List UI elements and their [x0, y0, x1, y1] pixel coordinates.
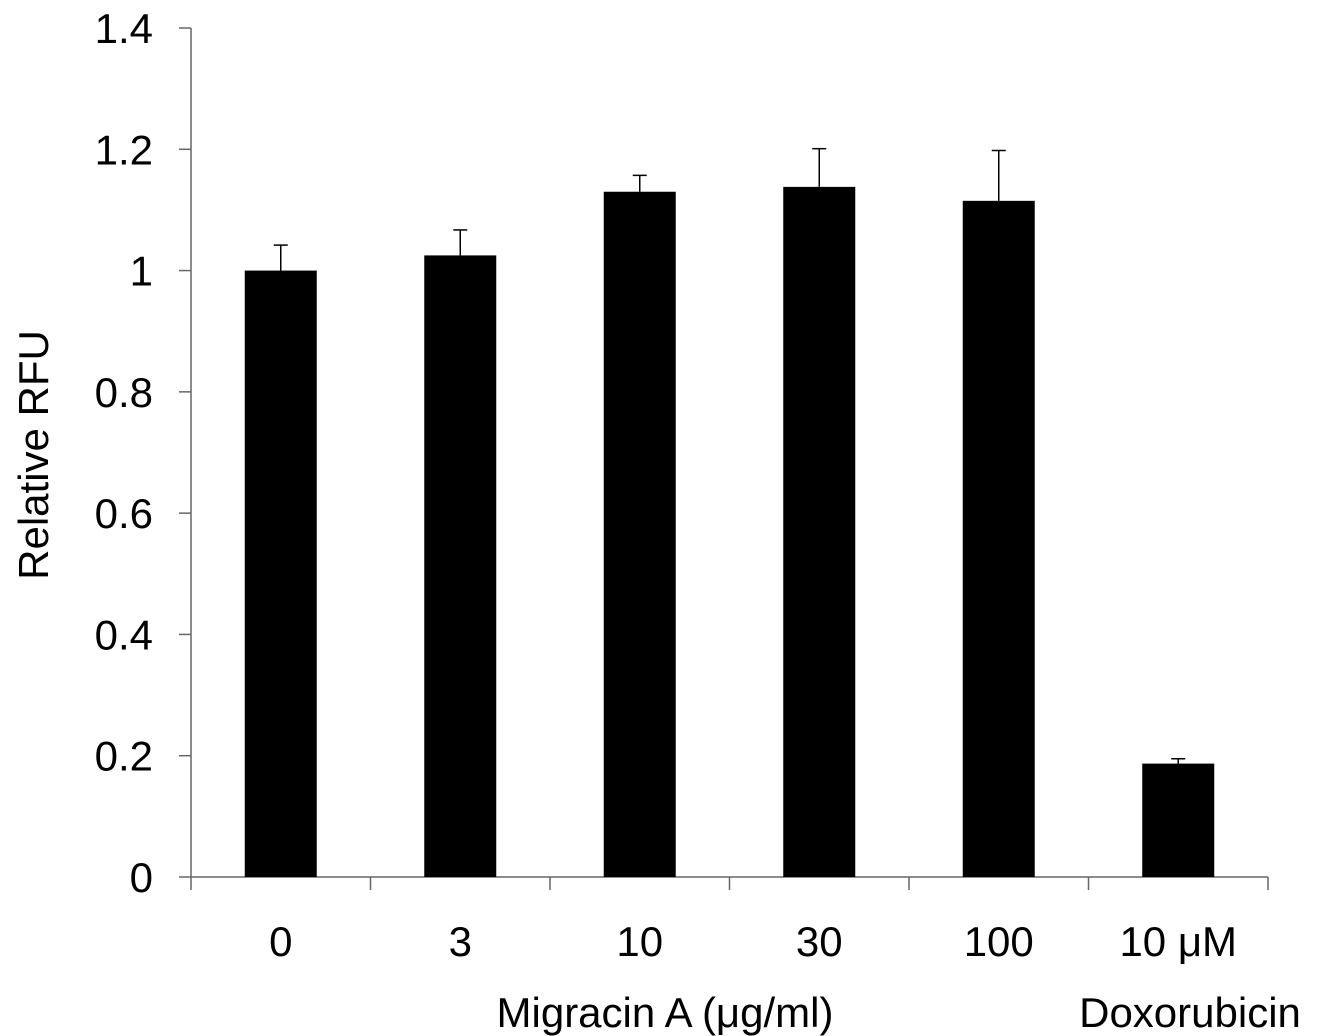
y-tick-label: 1.2	[95, 126, 153, 173]
y-tick-label: 0	[130, 854, 153, 901]
bar	[603, 191, 676, 877]
group-label-doxorubicin: Doxorubicin	[1079, 989, 1301, 1036]
error-bars	[273, 147, 1186, 764]
y-axis: 0 0.2 0.4 0.6 0.8 1 1.2 1.4	[95, 5, 192, 901]
y-tick-label: 1	[130, 248, 153, 295]
x-axis: 0 3 10 30 100 10 μM	[190, 876, 1269, 965]
labels: Relative RFU Migracin A (μg/ml) Doxorubi…	[10, 330, 1301, 1036]
x-tick-label: 10	[616, 918, 663, 965]
bar	[962, 200, 1035, 877]
y-tick-label: 0.6	[95, 490, 153, 537]
bar	[244, 270, 317, 878]
y-tick-label: 0.8	[95, 369, 153, 416]
bar	[783, 186, 856, 878]
group-label-migracin: Migracin A (μg/ml)	[497, 989, 834, 1036]
x-tick-label: 30	[796, 918, 843, 965]
y-tick-label: 1.4	[95, 5, 153, 52]
bar	[1142, 763, 1215, 877]
y-axis-label: Relative RFU	[10, 330, 57, 580]
bars	[244, 186, 1215, 878]
x-tick-label: 10 μM	[1119, 918, 1237, 965]
x-tick-label: 100	[964, 918, 1034, 965]
x-tick-label: 0	[269, 918, 292, 965]
bar	[424, 255, 497, 878]
y-tick-label: 0.2	[95, 733, 153, 780]
x-tick-label: 3	[449, 918, 472, 965]
y-tick-label: 0.4	[95, 611, 153, 658]
